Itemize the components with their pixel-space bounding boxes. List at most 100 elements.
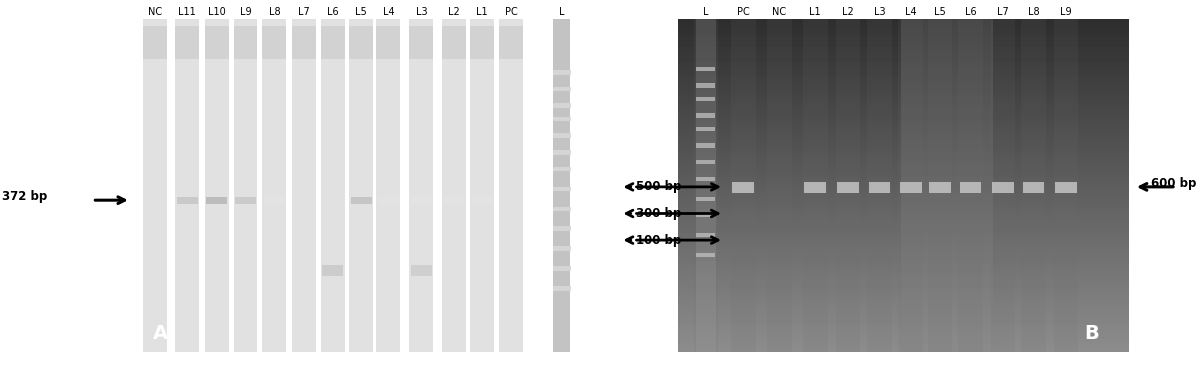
Text: L6: L6: [965, 8, 977, 17]
Bar: [696, 97, 715, 101]
Bar: [320, 19, 344, 352]
Text: L9: L9: [1060, 8, 1072, 17]
Bar: [731, 19, 756, 352]
Bar: [410, 197, 432, 204]
Text: L8: L8: [269, 8, 281, 17]
Bar: [553, 287, 571, 291]
Text: 100 bp: 100 bp: [636, 234, 682, 246]
Text: PC: PC: [504, 8, 517, 17]
Bar: [553, 104, 571, 108]
Bar: [553, 133, 571, 138]
Bar: [499, 19, 523, 352]
Bar: [469, 26, 493, 59]
Text: L: L: [559, 8, 564, 17]
Bar: [553, 117, 571, 121]
Bar: [835, 19, 860, 352]
Text: L4: L4: [383, 8, 395, 17]
Bar: [696, 19, 715, 352]
Bar: [350, 197, 372, 204]
Bar: [349, 19, 373, 352]
Bar: [696, 67, 715, 71]
Text: L9: L9: [240, 8, 251, 17]
Bar: [804, 181, 826, 193]
Bar: [499, 26, 523, 59]
Bar: [868, 19, 892, 352]
Bar: [205, 19, 228, 352]
Bar: [767, 19, 792, 352]
Bar: [176, 197, 198, 204]
Bar: [442, 19, 466, 352]
Text: PC: PC: [737, 8, 750, 17]
Bar: [929, 181, 950, 193]
Bar: [553, 246, 571, 251]
Bar: [1021, 19, 1046, 352]
Bar: [175, 26, 199, 59]
Bar: [472, 197, 492, 204]
Bar: [234, 19, 258, 352]
Text: L7: L7: [298, 8, 310, 17]
Bar: [696, 213, 715, 217]
Bar: [838, 181, 859, 193]
Text: NC: NC: [148, 8, 162, 17]
Text: L8: L8: [1027, 8, 1039, 17]
Bar: [696, 233, 715, 237]
Bar: [901, 19, 994, 352]
Bar: [992, 181, 1014, 193]
Bar: [553, 19, 570, 352]
Bar: [206, 197, 227, 204]
Bar: [235, 197, 256, 204]
Bar: [990, 19, 1015, 352]
Bar: [1022, 181, 1044, 193]
Bar: [409, 26, 433, 59]
Bar: [928, 19, 953, 352]
Bar: [264, 197, 284, 204]
Bar: [292, 19, 316, 352]
Bar: [553, 266, 571, 271]
Text: 600 bp: 600 bp: [1151, 177, 1196, 190]
Bar: [1055, 181, 1076, 193]
Bar: [263, 26, 287, 59]
Bar: [263, 19, 287, 352]
Text: L6: L6: [326, 8, 338, 17]
Text: L11: L11: [179, 8, 196, 17]
Bar: [553, 187, 571, 191]
Bar: [442, 26, 466, 59]
Bar: [696, 127, 715, 131]
Bar: [958, 19, 983, 352]
Bar: [553, 167, 571, 171]
Bar: [553, 226, 571, 231]
Text: NC: NC: [772, 8, 786, 17]
Bar: [696, 197, 715, 201]
Bar: [292, 26, 316, 59]
Bar: [143, 19, 167, 352]
Text: L7: L7: [997, 8, 1009, 17]
Bar: [205, 26, 228, 59]
Bar: [322, 265, 343, 276]
Text: A: A: [154, 324, 168, 343]
Bar: [732, 181, 754, 193]
Text: L10: L10: [208, 8, 226, 17]
Bar: [553, 70, 571, 75]
Text: L5: L5: [355, 8, 367, 17]
Text: B: B: [1085, 324, 1099, 343]
Bar: [443, 197, 464, 204]
Bar: [696, 113, 715, 118]
Bar: [320, 26, 344, 59]
Bar: [960, 181, 982, 193]
Bar: [1054, 19, 1079, 352]
Bar: [349, 26, 373, 59]
Bar: [553, 150, 571, 155]
Text: L5: L5: [934, 8, 946, 17]
Bar: [377, 26, 401, 59]
Text: L1: L1: [810, 8, 821, 17]
Text: L2: L2: [448, 8, 460, 17]
Bar: [378, 197, 398, 204]
Bar: [410, 265, 432, 276]
Bar: [869, 181, 890, 193]
Bar: [899, 19, 923, 352]
Text: L2: L2: [842, 8, 854, 17]
Bar: [553, 87, 571, 91]
Bar: [469, 19, 493, 352]
Bar: [143, 26, 167, 59]
Bar: [553, 206, 571, 211]
